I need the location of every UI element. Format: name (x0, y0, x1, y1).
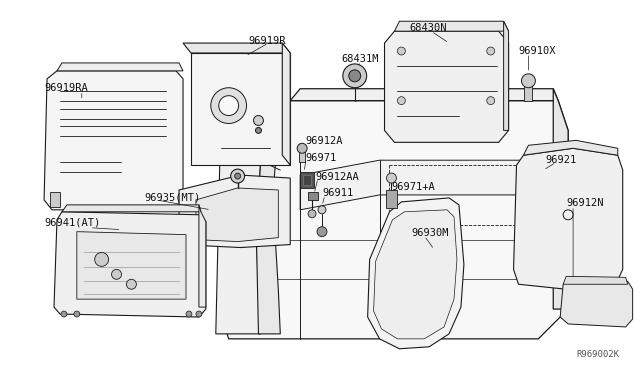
Polygon shape (77, 232, 186, 299)
Circle shape (127, 279, 136, 289)
Text: 96912N: 96912N (566, 198, 604, 208)
Text: 96971: 96971 (305, 153, 337, 163)
Polygon shape (524, 140, 618, 155)
Circle shape (196, 311, 202, 317)
Circle shape (74, 311, 80, 317)
Circle shape (211, 88, 246, 124)
Text: 96935(MT): 96935(MT) (145, 193, 200, 203)
Circle shape (349, 70, 361, 82)
Circle shape (343, 64, 367, 88)
Circle shape (487, 97, 495, 105)
Circle shape (255, 128, 262, 134)
Polygon shape (290, 89, 558, 101)
Polygon shape (300, 160, 558, 210)
Circle shape (317, 227, 327, 237)
Circle shape (253, 116, 264, 125)
Text: 96930M: 96930M (412, 228, 449, 238)
Text: 96919R: 96919R (248, 36, 286, 46)
Polygon shape (394, 21, 509, 31)
Circle shape (318, 206, 326, 214)
Circle shape (308, 210, 316, 218)
Polygon shape (44, 71, 183, 210)
Polygon shape (216, 46, 262, 334)
Polygon shape (374, 210, 457, 339)
Polygon shape (196, 188, 278, 241)
Polygon shape (199, 205, 206, 307)
Polygon shape (563, 276, 628, 284)
Polygon shape (385, 31, 509, 142)
Bar (299, 148, 305, 162)
Polygon shape (62, 205, 201, 212)
Circle shape (487, 47, 495, 55)
Circle shape (397, 97, 405, 105)
Polygon shape (54, 212, 206, 317)
Circle shape (522, 74, 536, 88)
Text: 96912A: 96912A (305, 137, 342, 146)
Polygon shape (367, 198, 464, 349)
Polygon shape (282, 43, 290, 165)
Text: R969002K: R969002K (577, 350, 620, 359)
Text: 96921: 96921 (545, 155, 577, 165)
Bar (385, 190, 397, 208)
Circle shape (219, 96, 239, 116)
Bar (308, 192, 318, 200)
Circle shape (111, 269, 122, 279)
Polygon shape (191, 53, 290, 165)
Text: 96912AA: 96912AA (315, 172, 359, 182)
Polygon shape (179, 175, 290, 247)
Text: 96971+A: 96971+A (392, 182, 435, 192)
Polygon shape (560, 279, 633, 327)
Circle shape (235, 173, 241, 179)
Text: 96910X: 96910X (518, 46, 556, 56)
Circle shape (230, 169, 244, 183)
Polygon shape (183, 43, 290, 53)
Bar (50, 192, 60, 207)
Text: 96941(AT): 96941(AT) (44, 218, 100, 228)
Bar (300, 172, 314, 188)
Polygon shape (219, 101, 568, 339)
Text: 68430N: 68430N (410, 23, 447, 33)
Polygon shape (553, 89, 568, 309)
Bar (303, 175, 311, 185)
Circle shape (61, 311, 67, 317)
Polygon shape (57, 63, 183, 71)
Circle shape (387, 173, 396, 183)
Polygon shape (255, 56, 280, 334)
Circle shape (297, 143, 307, 153)
Circle shape (186, 311, 192, 317)
Polygon shape (513, 148, 623, 289)
Text: 96919RA: 96919RA (44, 83, 88, 93)
Circle shape (397, 47, 405, 55)
Bar (524, 81, 532, 101)
Polygon shape (504, 21, 509, 131)
Text: 96911: 96911 (322, 188, 353, 198)
Text: 68431M: 68431M (342, 54, 380, 64)
Circle shape (95, 253, 109, 266)
